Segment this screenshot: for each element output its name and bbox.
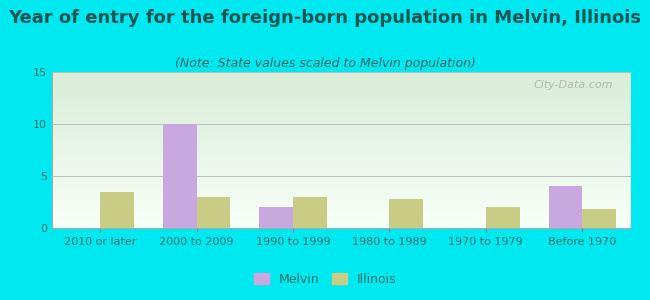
- Bar: [259, 207, 293, 228]
- Bar: [582, 209, 616, 228]
- Bar: [163, 124, 196, 228]
- Bar: [389, 199, 423, 228]
- Bar: [486, 207, 519, 228]
- Bar: [549, 186, 582, 228]
- Text: (Note: State values scaled to Melvin population): (Note: State values scaled to Melvin pop…: [175, 57, 475, 70]
- Text: City-Data.com: City-Data.com: [534, 80, 613, 90]
- Bar: [100, 192, 134, 228]
- Bar: [196, 197, 230, 228]
- Legend: Melvin, Illinois: Melvin, Illinois: [248, 268, 402, 291]
- Text: Year of entry for the foreign-born population in Melvin, Illinois: Year of entry for the foreign-born popul…: [8, 9, 642, 27]
- Bar: [293, 197, 327, 228]
